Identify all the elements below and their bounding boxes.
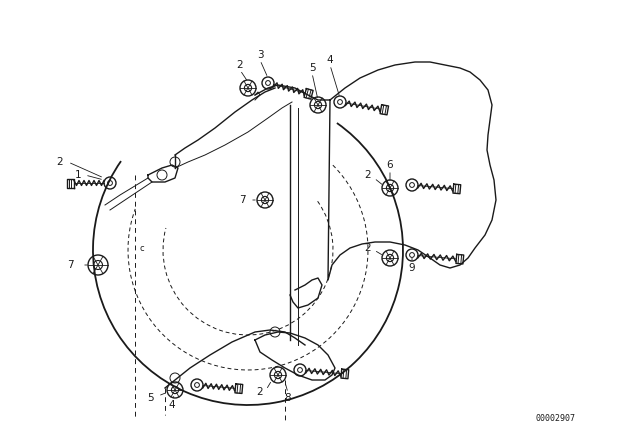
Text: 2: 2 — [365, 170, 371, 180]
Text: 3: 3 — [257, 50, 263, 60]
Text: 7: 7 — [67, 260, 74, 270]
Text: 4: 4 — [169, 400, 175, 410]
Text: 2: 2 — [257, 387, 263, 397]
Text: 2: 2 — [365, 243, 371, 253]
Text: 9: 9 — [409, 263, 415, 273]
Text: 5: 5 — [308, 63, 316, 73]
Text: 2: 2 — [237, 60, 243, 70]
Text: c: c — [139, 244, 143, 253]
Text: 2: 2 — [57, 157, 63, 167]
Text: 00002907: 00002907 — [535, 414, 575, 422]
Text: 8: 8 — [285, 393, 291, 403]
Text: 5: 5 — [147, 393, 154, 403]
Text: 1: 1 — [75, 170, 81, 180]
Text: 7: 7 — [239, 195, 245, 205]
Text: 6: 6 — [387, 160, 394, 170]
Text: 4: 4 — [326, 55, 333, 65]
